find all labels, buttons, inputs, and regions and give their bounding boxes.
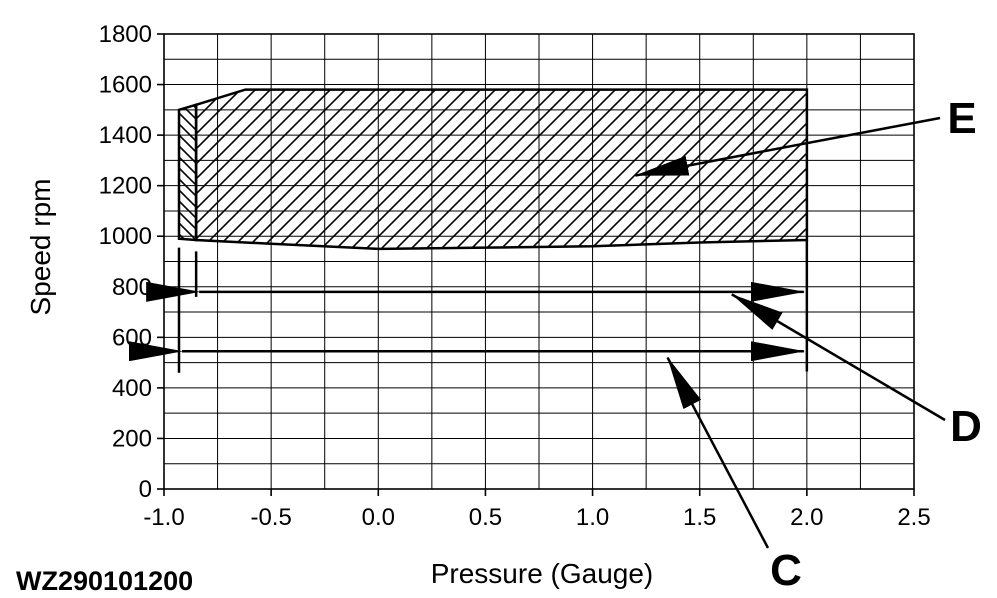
y-tick-label: 600 (112, 324, 152, 351)
y-axis-title: Speed rpm (25, 179, 56, 316)
x-tick-label: -1.0 (143, 504, 184, 531)
y-tick-label: 1200 (99, 173, 152, 200)
figure-id: WZ290101200 (16, 566, 193, 596)
region-strip (177, 103, 198, 242)
x-axis-title: Pressure (Gauge) (431, 558, 654, 589)
x-tick-label: 2.5 (897, 504, 930, 531)
y-tick-label: 1400 (99, 122, 152, 149)
callout-label-c: C (770, 546, 802, 595)
callout-leader-e (634, 116, 941, 177)
x-tick-label: 1.0 (576, 504, 609, 531)
callouts: E D C (634, 94, 982, 595)
y-tick-labels: 0 200 400 600 800 1000 1200 1400 1600 1800 (99, 21, 152, 503)
x-tick-label: 0.0 (362, 504, 395, 531)
x-tick-labels: -1.0 -0.5 0.0 0.5 1.0 1.5 2.0 2.5 (143, 504, 930, 531)
plot-frame (163, 33, 915, 490)
range-arrows (129, 240, 809, 373)
x-tick-label: 1.5 (683, 504, 716, 531)
x-tick-label: -0.5 (250, 504, 291, 531)
axis-ticks (157, 33, 915, 496)
callout-leader-c (666, 356, 770, 549)
y-tick-label: 1800 (99, 21, 152, 48)
y-tick-label: 800 (112, 274, 152, 301)
callout-label-d: D (950, 402, 982, 451)
y-tick-label: 1000 (99, 223, 152, 250)
x-tick-label: 0.5 (469, 504, 502, 531)
callout-leader-d (730, 293, 946, 422)
region-e (194, 88, 809, 251)
x-tick-label: 2.0 (790, 504, 823, 531)
y-tick-label: 0 (139, 476, 152, 503)
operating-regions (177, 88, 809, 251)
callout-label-e: E (947, 94, 976, 143)
y-tick-label: 200 (112, 425, 152, 452)
y-tick-label: 400 (112, 375, 152, 402)
y-tick-label: 1600 (99, 72, 152, 99)
